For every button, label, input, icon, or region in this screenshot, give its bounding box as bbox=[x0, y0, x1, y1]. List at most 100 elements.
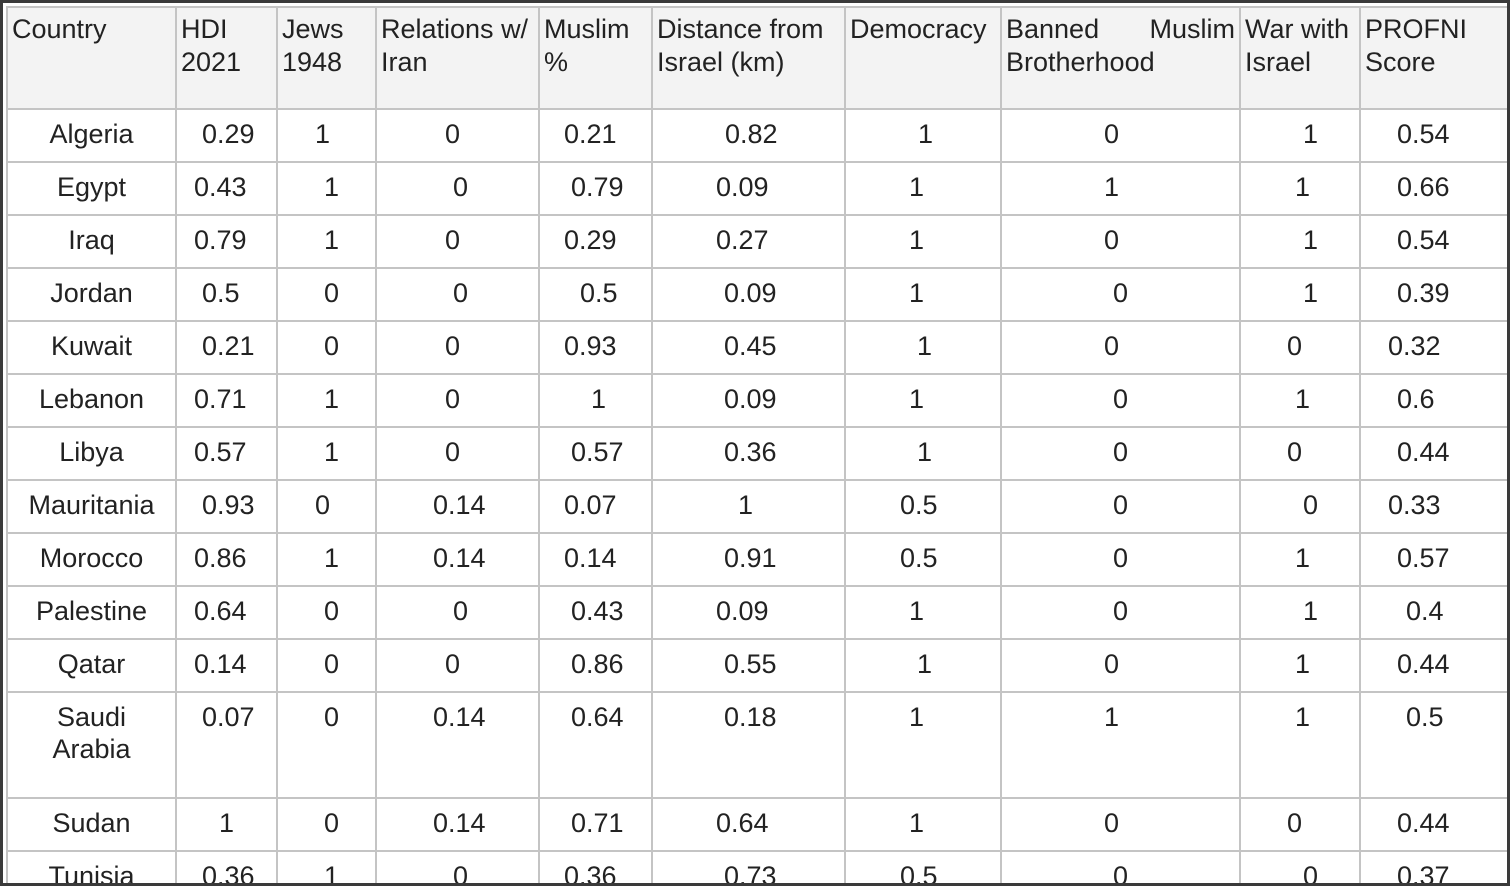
cell-distance-from-israel: 0.55 bbox=[651, 638, 846, 693]
table-row: Iraq 0.79 1 0 0.29 0.27 1 0 1 0.54 bbox=[6, 214, 1507, 269]
cell-distance-from-israel: 0.45 bbox=[651, 320, 846, 375]
cell-distance-from-israel: 0.09 bbox=[651, 267, 846, 322]
cell-relations-iran: 0.14 bbox=[375, 479, 540, 534]
cell-country: Qatar bbox=[6, 638, 177, 693]
cell-war-with-israel: 1 bbox=[1239, 585, 1361, 640]
cell-relations-iran: 0 bbox=[375, 373, 540, 428]
cell-relations-iran: 0 bbox=[375, 638, 540, 693]
cell-hdi-2021: 0.64 bbox=[175, 585, 278, 640]
cell-war-with-israel: 1 bbox=[1239, 214, 1361, 269]
cell-distance-from-israel: 1 bbox=[651, 479, 846, 534]
cell-profni-score: 0.33 bbox=[1359, 479, 1507, 534]
column-header-hdi-2021: HDI 2021 bbox=[175, 6, 278, 110]
table-row: Lebanon 0.71 1 0 1 0.09 1 0 1 0.6 bbox=[6, 373, 1507, 428]
cell-muslim-percent: 0.64 bbox=[538, 691, 653, 799]
cell-relations-iran: 0 bbox=[375, 426, 540, 481]
cell-democracy: 1 bbox=[844, 691, 1002, 799]
data-table: Country HDI 2021 Jews 1948 Relations w/ … bbox=[6, 6, 1507, 883]
table-row: Saudi Arabia 0.07 0 0.14 0.64 0.18 1 1 1 0.5 bbox=[6, 691, 1507, 799]
cell-banned-muslim-brotherhood: 0 bbox=[1000, 108, 1241, 163]
cell-banned-muslim-brotherhood: 0 bbox=[1000, 797, 1241, 852]
cell-jews-1948: 0 bbox=[276, 479, 377, 534]
cell-jews-1948: 0 bbox=[276, 691, 377, 799]
table-row: Palestine 0.64 0 0 0.43 0.09 1 0 1 0.4 bbox=[6, 585, 1507, 640]
cell-democracy: 1 bbox=[844, 108, 1002, 163]
column-header-democracy: Democracy bbox=[844, 6, 1002, 110]
cell-democracy: 1 bbox=[844, 638, 1002, 693]
cell-distance-from-israel: 0.82 bbox=[651, 108, 846, 163]
column-header-war-with-israel: War with Israel bbox=[1239, 6, 1361, 110]
table-row: Sudan 1 0 0.14 0.71 0.64 1 0 0 0.44 bbox=[6, 797, 1507, 852]
cell-war-with-israel: 0 bbox=[1239, 320, 1361, 375]
cell-distance-from-israel: 0.18 bbox=[651, 691, 846, 799]
table-body: Algeria 0.29 1 0 0.21 0.82 1 0 1 0.54 Egypt 0.43 1 0 0… bbox=[6, 108, 1507, 883]
cell-muslim-percent: 0.43 bbox=[538, 585, 653, 640]
cell-jews-1948: 0 bbox=[276, 320, 377, 375]
cell-muslim-percent: 0.36 bbox=[538, 850, 653, 883]
cell-war-with-israel: 1 bbox=[1239, 691, 1361, 799]
cell-country: Egypt bbox=[6, 161, 177, 216]
cell-hdi-2021: 0.36 bbox=[175, 850, 278, 883]
cell-profni-score: 0.5 bbox=[1359, 691, 1507, 799]
cell-muslim-percent: 0.79 bbox=[538, 161, 653, 216]
cell-relations-iran: 0 bbox=[375, 161, 540, 216]
cell-democracy: 0.5 bbox=[844, 479, 1002, 534]
cell-war-with-israel: 1 bbox=[1239, 161, 1361, 216]
cell-banned-muslim-brotherhood: 0 bbox=[1000, 426, 1241, 481]
cell-jews-1948: 0 bbox=[276, 585, 377, 640]
cell-hdi-2021: 0.71 bbox=[175, 373, 278, 428]
cell-democracy: 1 bbox=[844, 373, 1002, 428]
cell-country: Algeria bbox=[6, 108, 177, 163]
cell-profni-score: 0.39 bbox=[1359, 267, 1507, 322]
cell-hdi-2021: 0.86 bbox=[175, 532, 278, 587]
cell-war-with-israel: 1 bbox=[1239, 638, 1361, 693]
cell-muslim-percent: 0.29 bbox=[538, 214, 653, 269]
cell-jews-1948: 1 bbox=[276, 532, 377, 587]
cell-country: Morocco bbox=[6, 532, 177, 587]
column-header-relations-iran: Relations w/ Iran bbox=[375, 6, 540, 110]
cell-hdi-2021: 0.79 bbox=[175, 214, 278, 269]
cell-profni-score: 0.57 bbox=[1359, 532, 1507, 587]
cell-jews-1948: 1 bbox=[276, 161, 377, 216]
cell-profni-score: 0.4 bbox=[1359, 585, 1507, 640]
cell-jews-1948: 1 bbox=[276, 373, 377, 428]
cell-distance-from-israel: 0.91 bbox=[651, 532, 846, 587]
cell-hdi-2021: 0.57 bbox=[175, 426, 278, 481]
cell-profni-score: 0.32 bbox=[1359, 320, 1507, 375]
cell-country: Mauritania bbox=[6, 479, 177, 534]
cell-muslim-percent: 0.93 bbox=[538, 320, 653, 375]
cell-distance-from-israel: 0.09 bbox=[651, 373, 846, 428]
cell-hdi-2021: 0.21 bbox=[175, 320, 278, 375]
cell-distance-from-israel: 0.64 bbox=[651, 797, 846, 852]
cell-profni-score: 0.54 bbox=[1359, 214, 1507, 269]
cell-hdi-2021: 0.29 bbox=[175, 108, 278, 163]
cell-hdi-2021: 0.5 bbox=[175, 267, 278, 322]
cell-war-with-israel: 1 bbox=[1239, 267, 1361, 322]
cell-country: Iraq bbox=[6, 214, 177, 269]
cell-muslim-percent: 0.21 bbox=[538, 108, 653, 163]
table-row: Jordan 0.5 0 0 0.5 0.09 1 0 1 0.39 bbox=[6, 267, 1507, 322]
cell-relations-iran: 0 bbox=[375, 214, 540, 269]
cell-muslim-percent: 0.14 bbox=[538, 532, 653, 587]
cell-relations-iran: 0 bbox=[375, 108, 540, 163]
cell-country: Sudan bbox=[6, 797, 177, 852]
cell-distance-from-israel: 0.27 bbox=[651, 214, 846, 269]
cell-jews-1948: 1 bbox=[276, 214, 377, 269]
cell-profni-score: 0.44 bbox=[1359, 638, 1507, 693]
cell-democracy: 0.5 bbox=[844, 850, 1002, 883]
cell-democracy: 0.5 bbox=[844, 532, 1002, 587]
cell-banned-muslim-brotherhood: 1 bbox=[1000, 691, 1241, 799]
cell-hdi-2021: 0.43 bbox=[175, 161, 278, 216]
cell-hdi-2021: 1 bbox=[175, 797, 278, 852]
cell-war-with-israel: 0 bbox=[1239, 850, 1361, 883]
cell-muslim-percent: 0.57 bbox=[538, 426, 653, 481]
cell-banned-muslim-brotherhood: 0 bbox=[1000, 479, 1241, 534]
cell-democracy: 1 bbox=[844, 161, 1002, 216]
table-row: Morocco 0.86 1 0.14 0.14 0.91 0.5 0 1 0.57 bbox=[6, 532, 1507, 587]
column-header-jews-1948: Jews 1948 bbox=[276, 6, 377, 110]
cell-banned-muslim-brotherhood: 1 bbox=[1000, 161, 1241, 216]
cell-war-with-israel: 0 bbox=[1239, 479, 1361, 534]
cell-relations-iran: 0 bbox=[375, 850, 540, 883]
cell-muslim-percent: 0.86 bbox=[538, 638, 653, 693]
